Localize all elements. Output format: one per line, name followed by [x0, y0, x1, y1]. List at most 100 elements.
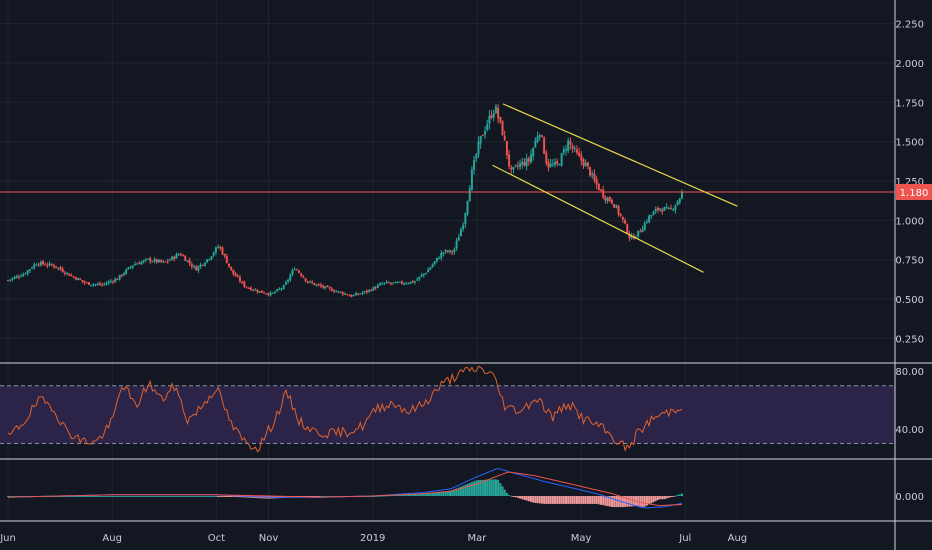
candle-body	[370, 290, 373, 292]
candle-body	[225, 255, 228, 264]
trendline[interactable]	[492, 164, 704, 273]
candle-body	[228, 263, 231, 267]
macd-histogram-bar	[322, 496, 325, 497]
candle-body	[446, 250, 449, 253]
candle-body	[61, 269, 64, 273]
macd-histogram-bar	[567, 496, 570, 504]
candle-body	[521, 161, 524, 165]
candle-body	[70, 275, 73, 277]
candle-body	[208, 259, 211, 261]
candle-body	[330, 288, 333, 292]
candle-body	[672, 209, 675, 211]
macd-histogram-bar	[120, 496, 123, 497]
candle-body	[505, 140, 508, 156]
candle-body	[48, 263, 51, 266]
candle-body	[138, 263, 141, 265]
candle-body	[575, 149, 578, 153]
macd-histogram-bar	[398, 494, 401, 496]
candle-body	[663, 207, 666, 211]
macd-histogram-bar	[77, 496, 80, 497]
candle-body	[519, 163, 522, 167]
macd-histogram-bar	[160, 496, 163, 497]
candle-body	[457, 237, 460, 241]
macd-histogram-bar	[195, 496, 198, 497]
macd-histogram-bar	[641, 496, 644, 507]
candle-body	[295, 269, 298, 271]
candle-body	[173, 256, 176, 259]
candle-body	[617, 205, 620, 215]
candle-body	[624, 220, 627, 224]
macd-histogram-bar	[606, 496, 609, 507]
candle-body	[387, 282, 390, 284]
macd-histogram-bar	[177, 496, 180, 497]
macd-histogram-bar	[179, 496, 182, 497]
candle-body	[184, 256, 187, 261]
candle-body	[15, 276, 18, 278]
macd-histogram-bar	[661, 496, 664, 500]
candle-body	[444, 250, 447, 252]
macd-histogram-bar	[466, 483, 469, 496]
candle-body	[545, 152, 548, 164]
macd-histogram-bar	[212, 496, 215, 497]
macd-histogram-bar	[241, 496, 244, 498]
macd-histogram-bar	[214, 496, 217, 497]
trendline[interactable]	[502, 103, 738, 207]
candle-body	[273, 291, 276, 293]
candle-body	[254, 289, 257, 291]
candle-body	[304, 278, 307, 282]
candle-body	[263, 292, 266, 294]
candle-body	[319, 284, 322, 287]
candle-body	[50, 264, 53, 266]
candle-body	[192, 266, 195, 268]
candle-body	[282, 285, 285, 290]
macd-histogram-bar	[92, 496, 95, 497]
macd-histogram-bar	[142, 496, 145, 497]
time-axis[interactable]: Jun Aug Oct Nov 2019 Mar May Jul Aug	[0, 533, 747, 544]
candle-body	[206, 259, 209, 263]
macd-histogram-bar	[589, 496, 592, 504]
candle-body	[160, 259, 163, 262]
macd-histogram-bar	[243, 496, 246, 498]
macd-histogram-bar	[424, 493, 427, 496]
macd-histogram-bar	[470, 482, 473, 496]
candle-body	[42, 261, 45, 265]
candle-body	[352, 294, 355, 297]
candle-body	[400, 281, 403, 284]
price-axis-tick-label: 0.500	[895, 295, 924, 306]
candle-body	[652, 211, 655, 216]
macd-histogram-bar	[442, 491, 445, 496]
candle-body	[72, 276, 75, 278]
candle-body	[484, 131, 487, 135]
candle-body	[11, 278, 14, 280]
price-axis[interactable]: 2.250 2.000 1.750 1.500 1.250 1.000 0.750 0.500…	[895, 20, 932, 503]
candle-body	[442, 252, 445, 254]
macd-histogram-bar	[578, 496, 581, 504]
candle-body	[87, 282, 90, 285]
macd-histogram-bar	[571, 496, 574, 504]
candle-body	[280, 288, 283, 290]
candle-body	[619, 213, 622, 216]
candle-body	[131, 265, 134, 268]
macd-histogram-bar	[564, 496, 567, 504]
candle-body	[582, 159, 585, 166]
macd-histogram-bar	[409, 494, 412, 496]
candle-body	[525, 158, 528, 167]
candle-body	[133, 264, 136, 266]
macd-histogram-bar	[610, 496, 613, 508]
candle-body	[374, 287, 377, 289]
candle-body	[212, 252, 215, 256]
candle-body	[405, 283, 408, 285]
candle-body	[247, 287, 250, 289]
macd-histogram-bar	[667, 496, 670, 498]
macd-histogram-bar	[514, 496, 517, 498]
macd-histogram-bar	[523, 496, 526, 500]
candle-body	[418, 276, 421, 280]
macd-histogram-bar	[479, 480, 482, 496]
macd-histogram-bar	[74, 496, 77, 497]
candle-body	[381, 283, 384, 285]
candle-body	[670, 208, 673, 210]
candle-body	[59, 267, 62, 270]
candle-body	[98, 283, 101, 285]
macd-histogram-bar	[166, 496, 169, 497]
